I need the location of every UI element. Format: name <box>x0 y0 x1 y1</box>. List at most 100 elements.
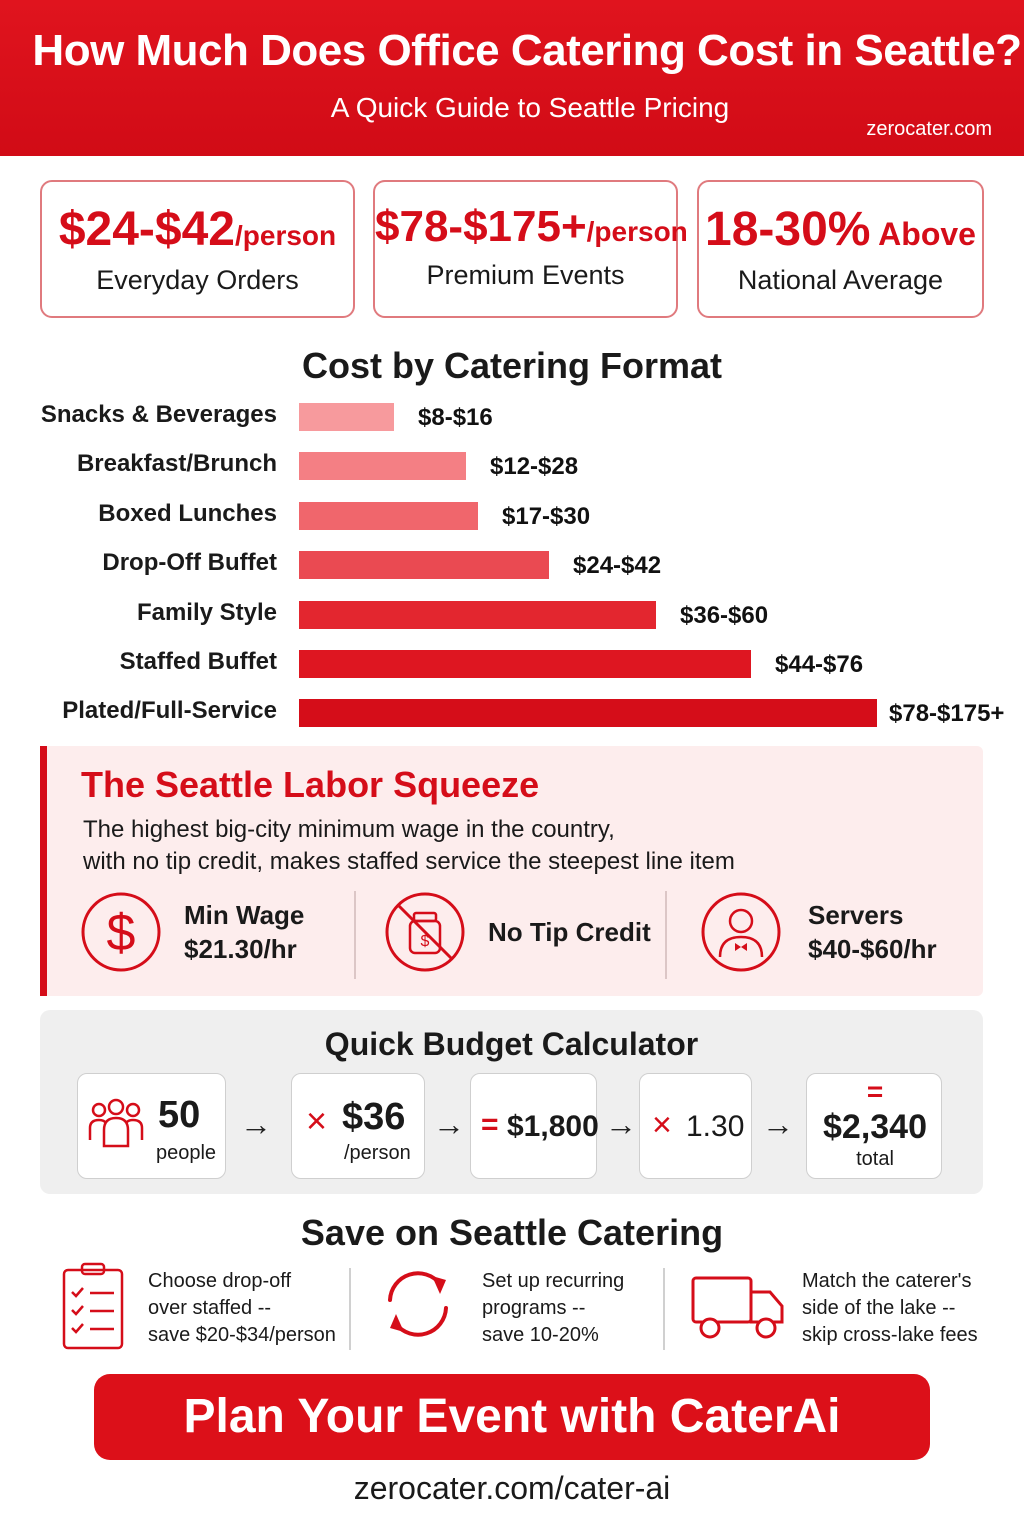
bar-value-label: $78-$175+ <box>889 700 1005 727</box>
labor-squeeze-panel: The Seattle Labor Squeeze The highest bi… <box>40 746 983 996</box>
bar-value-label: $36-$60 <box>680 602 769 629</box>
calc-rate: $36 <box>342 1096 406 1138</box>
bar-value-label: $24-$42 <box>573 552 662 579</box>
labor-item-servers: Servers $40-$60/hr <box>700 886 937 978</box>
calc-total: $2,340 <box>823 1108 927 1146</box>
stat-number: 18-30% <box>705 203 871 256</box>
budget-calculator: Quick Budget Calculator 50 people → × $3… <box>40 1010 983 1194</box>
labor-item-text: Servers $40-$60/hr <box>808 898 937 966</box>
recurring-arrows-icon <box>388 1271 448 1337</box>
bar-category-label: Boxed Lunches <box>98 500 277 527</box>
savings-title: Save on Seattle Catering <box>300 1212 724 1253</box>
stat-number: $24-$42 <box>58 203 235 256</box>
labor-item-min-wage: $ Min Wage $21.30/hr <box>80 886 304 978</box>
people-group-icon <box>88 1098 144 1148</box>
labor-item-line: Min Wage <box>184 900 305 930</box>
arrow-icon: → <box>605 1106 637 1142</box>
stat-value: 18-30% Above <box>699 202 982 257</box>
multiply-icon: × <box>652 1106 672 1144</box>
labor-item-line: Servers <box>808 900 904 930</box>
tip-line: Set up recurring <box>482 1270 625 1292</box>
calc-multiplier-box: × 1.30 <box>639 1073 752 1179</box>
bar-category-label: Family Style <box>136 599 277 626</box>
bar-value-label: $8-$16 <box>418 404 493 431</box>
bar-category-label: Drop-Off Buffet <box>102 549 277 576</box>
bar <box>299 650 751 678</box>
bar-category-label: Breakfast/Brunch <box>76 450 277 477</box>
stat-number: $78-$175+ <box>375 202 587 251</box>
bar-value-label: $44-$76 <box>775 651 864 678</box>
bar <box>299 601 656 629</box>
arrow-icon: → <box>762 1106 794 1142</box>
labor-desc-line: The highest big-city minimum wage in the… <box>83 816 615 843</box>
stat-label: Everyday Orders <box>96 265 299 295</box>
calc-people-box: 50 people <box>77 1073 226 1179</box>
footer-link[interactable]: zerocater.com/cater-ai <box>353 1470 671 1506</box>
svg-text:$: $ <box>107 904 136 962</box>
arrow-icon: → <box>240 1106 272 1142</box>
page-subtitle: A Quick Guide to Seattle Pricing <box>330 92 730 123</box>
calc-total-label: total <box>856 1148 894 1170</box>
bar <box>299 551 549 579</box>
stat-card-everyday: $24-$42/person Everyday Orders <box>40 180 355 318</box>
tip-text: Set up recurring programs -- save 10-20% <box>482 1268 624 1352</box>
bar <box>299 699 877 727</box>
calc-multiplier: 1.30 <box>686 1110 745 1143</box>
calc-subtotal-box: = $1,800 <box>470 1073 599 1179</box>
site-link[interactable]: zerocater.com <box>866 118 992 140</box>
stat-unit: /person <box>235 220 337 251</box>
bar <box>299 403 394 431</box>
stat-value: $78-$175+/person <box>375 202 688 252</box>
clipboard-checklist-icon <box>62 1262 124 1350</box>
delivery-truck-icon <box>691 1276 784 1339</box>
calc-people-count: 50 <box>158 1094 201 1136</box>
accent-bar <box>40 746 47 996</box>
tip-line: save $20-$34/person <box>148 1324 336 1346</box>
arrow-icon: → <box>433 1106 465 1142</box>
labor-item-tip-credit: $ No Tip Credit <box>384 886 651 978</box>
divider <box>354 891 356 979</box>
server-icon <box>701 892 781 972</box>
stat-label: Premium Events <box>426 260 625 290</box>
plan-event-button[interactable]: Plan Your Event with CaterAi <box>94 1374 930 1460</box>
divider <box>663 1268 665 1350</box>
page-title: How Much Does Office Catering Cost in Se… <box>32 26 1022 75</box>
chart-title: Cost by Catering Format <box>301 345 723 386</box>
labor-item-value: $21.30/hr <box>184 934 297 964</box>
bar <box>299 502 478 530</box>
svg-text:$: $ <box>421 933 430 950</box>
calc-rate-box: × $36 /person <box>291 1073 425 1179</box>
tip-text: Match the caterer's side of the lake -- … <box>802 1268 978 1352</box>
labor-title: The Seattle Labor Squeeze <box>81 764 540 805</box>
equals-icon: = <box>866 1076 884 1107</box>
calc-total-box: = $2,340 total <box>806 1073 942 1179</box>
stat-card-premium: $78-$175+/person Premium Events <box>373 180 688 318</box>
tip-line: skip cross-lake fees <box>802 1324 978 1346</box>
stat-label: National Average <box>737 265 944 295</box>
calc-subtotal: $1,800 <box>507 1110 599 1143</box>
tip-recurring: Set up recurring programs -- save 10-20% <box>380 1262 624 1352</box>
stat-card-national: 18-30% Above National Average <box>697 180 984 318</box>
labor-desc-line: with no tip credit, makes staffed servic… <box>83 848 735 875</box>
tip-text: Choose drop-off over staffed -- save $20… <box>148 1268 336 1352</box>
labor-description: The highest big-city minimum wage in the… <box>83 814 735 878</box>
dollar-icon: $ <box>81 892 161 972</box>
bar-value-label: $17-$30 <box>502 503 591 530</box>
calc-people-label: people <box>156 1142 217 1164</box>
tip-line: Choose drop-off <box>148 1270 292 1292</box>
bar-category-label: Snacks & Beverages <box>40 401 277 428</box>
stat-unit: Above <box>870 216 976 252</box>
stat-unit: /person <box>586 216 688 247</box>
multiply-icon: × <box>306 1100 328 1141</box>
labor-item-text: Min Wage $21.30/hr <box>184 898 304 966</box>
bar <box>299 452 466 480</box>
bar-value-label: $12-$28 <box>490 453 579 480</box>
bar-category-label: Staffed Buffet <box>119 648 277 675</box>
stat-value: $24-$42/person <box>42 202 353 257</box>
tip-line: Match the caterer's <box>802 1270 972 1292</box>
divider <box>665 891 667 979</box>
tip-line: over staffed -- <box>148 1297 272 1319</box>
tip-line: side of the lake -- <box>802 1297 956 1319</box>
calc-rate-unit: /person <box>344 1142 411 1164</box>
labor-item-value: $40-$60/hr <box>808 934 937 964</box>
